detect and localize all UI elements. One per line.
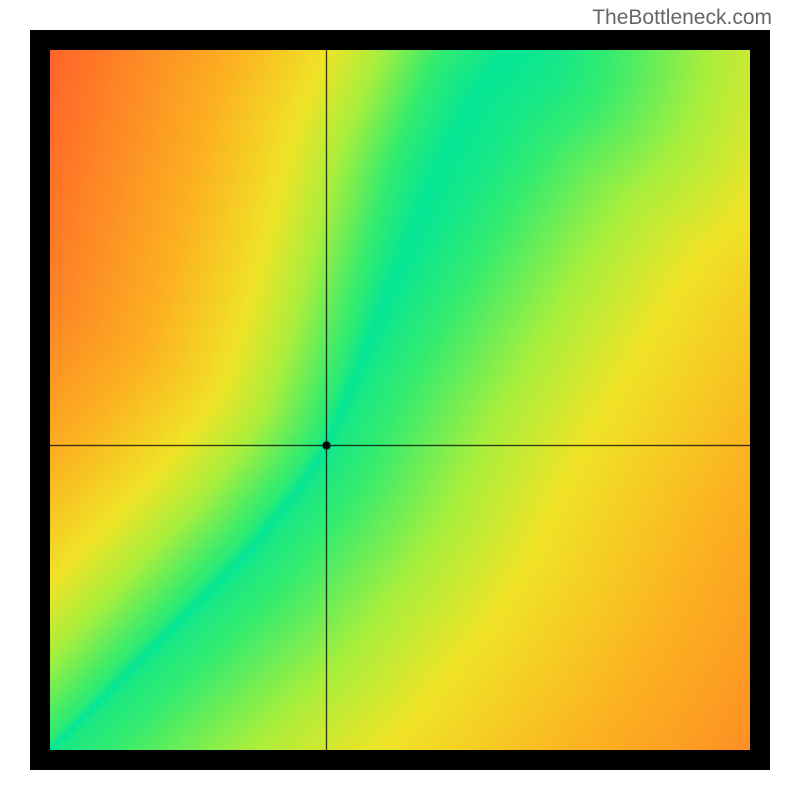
watermark-text: TheBottleneck.com xyxy=(592,6,772,30)
chart-frame xyxy=(30,30,770,770)
chart-container: TheBottleneck.com xyxy=(0,0,800,800)
heatmap-canvas xyxy=(50,50,750,750)
